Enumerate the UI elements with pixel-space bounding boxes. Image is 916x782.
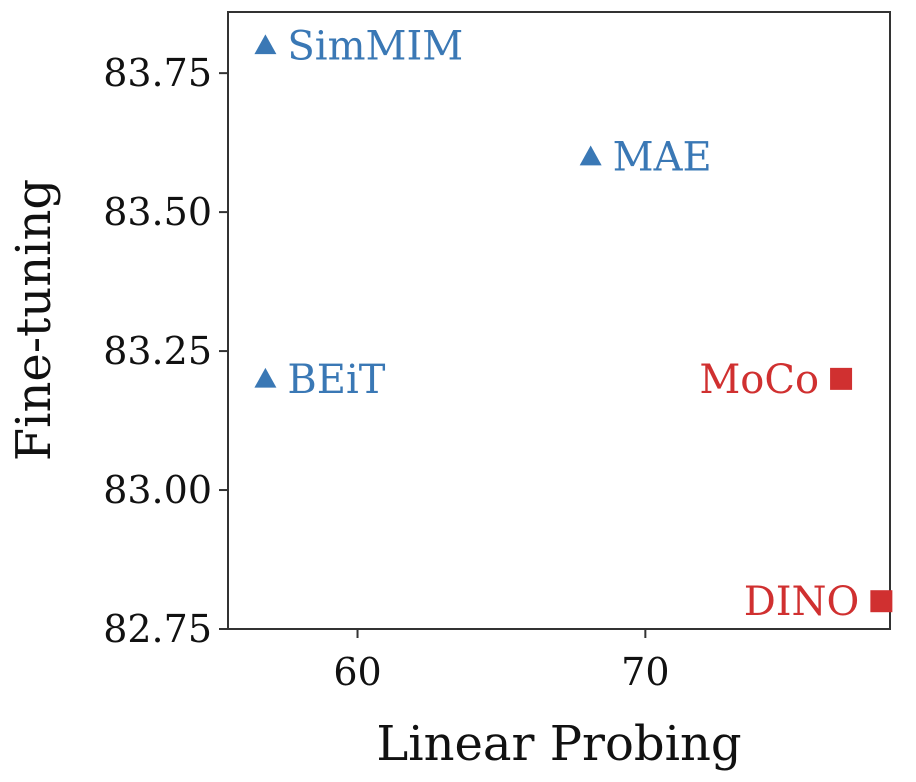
point-moco-marker bbox=[830, 367, 853, 390]
point-simmim-marker bbox=[254, 34, 277, 55]
point-moco-label: MoCo bbox=[699, 357, 819, 403]
point-mae-label: MAE bbox=[613, 135, 712, 181]
plot-frame bbox=[227, 11, 891, 630]
y-tick-label: 83.50 bbox=[103, 190, 212, 234]
x-axis: 60 70 bbox=[333, 629, 670, 694]
y-axis-title: Fine-tuning bbox=[6, 179, 62, 461]
y-tick-label: 83.00 bbox=[103, 468, 212, 512]
point-mae-marker bbox=[579, 145, 602, 166]
y-tick-label: 82.75 bbox=[103, 607, 212, 651]
x-tick-label: 70 bbox=[621, 650, 669, 694]
data-points: SimMIM MAE BEiT MoCo DINO bbox=[254, 23, 893, 625]
y-axis: 82.75 83.00 83.25 83.50 83.75 bbox=[103, 51, 228, 651]
point-beit-label: BEiT bbox=[287, 357, 385, 403]
y-tick-label: 83.75 bbox=[103, 51, 212, 95]
point-beit-marker bbox=[254, 367, 277, 388]
point-dino-label: DINO bbox=[744, 579, 860, 625]
y-tick-label: 83.25 bbox=[103, 329, 212, 373]
point-simmim-label: SimMIM bbox=[287, 23, 463, 69]
x-axis-title: Linear Probing bbox=[376, 716, 741, 772]
x-tick-label: 60 bbox=[333, 650, 381, 694]
point-dino-marker bbox=[870, 590, 893, 613]
